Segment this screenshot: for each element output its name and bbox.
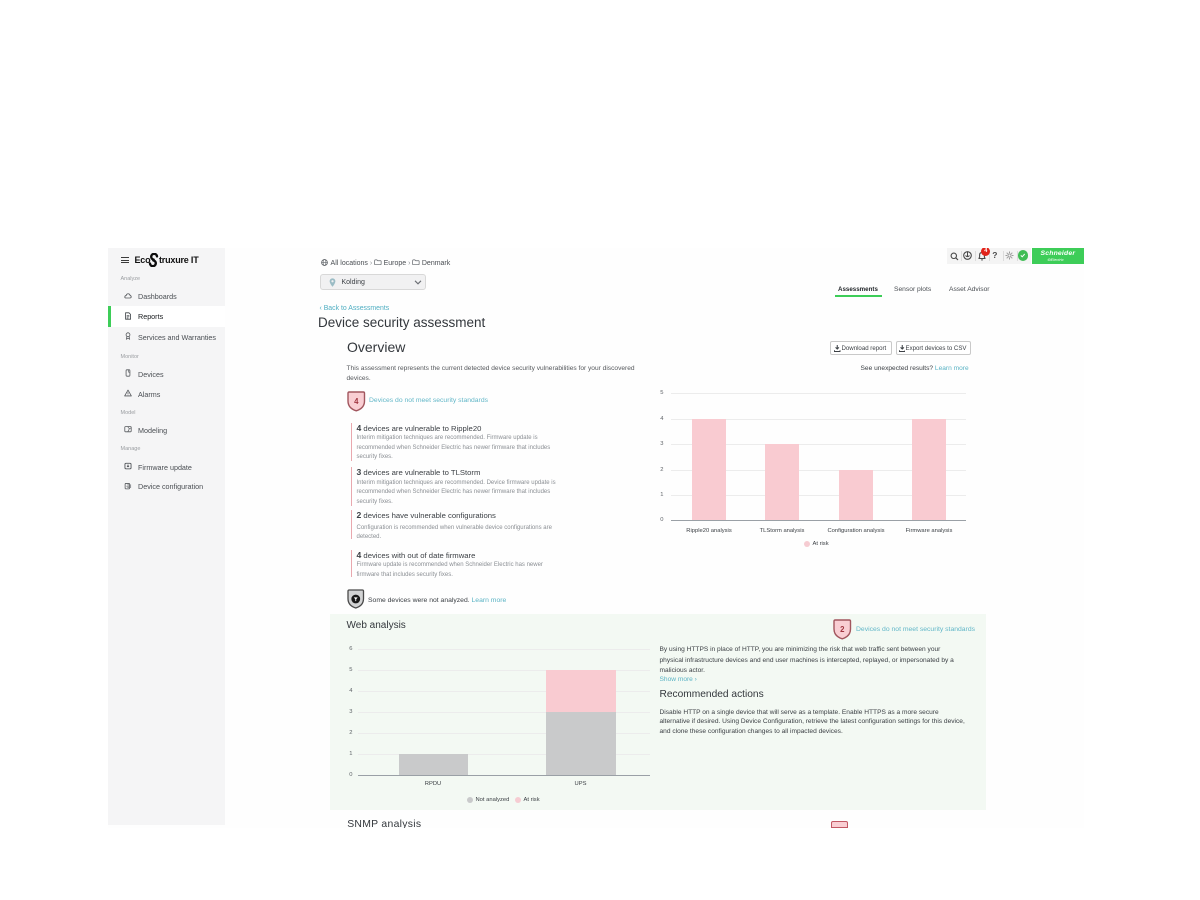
svg-text:4: 4: [354, 397, 359, 406]
svg-text:2: 2: [840, 625, 845, 634]
